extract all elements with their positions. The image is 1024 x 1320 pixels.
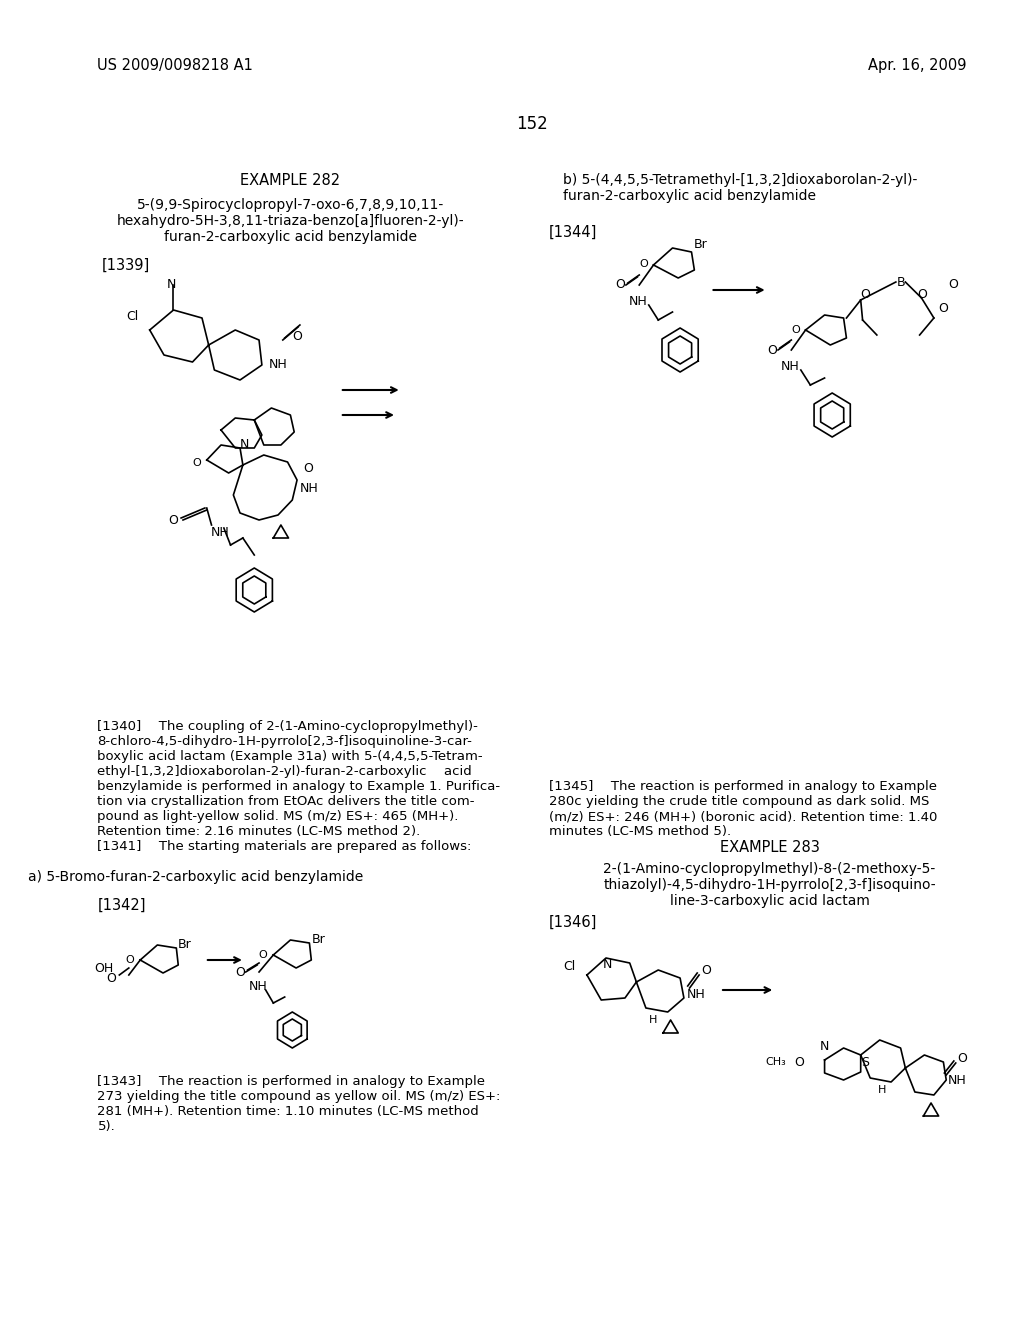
Text: O: O: [259, 950, 267, 960]
Text: N: N: [820, 1040, 829, 1053]
Text: O: O: [292, 330, 302, 343]
Text: Br: Br: [693, 238, 708, 251]
Text: Br: Br: [311, 933, 325, 946]
Text: O: O: [106, 972, 117, 985]
Text: O: O: [304, 462, 313, 475]
Text: O: O: [193, 458, 201, 469]
Text: a) 5-Bromo-furan-2-carboxylic acid benzylamide: a) 5-Bromo-furan-2-carboxylic acid benzy…: [28, 870, 362, 884]
Text: O: O: [939, 301, 948, 314]
Text: benzylamide is performed in analogy to Example 1. Purifica-: benzylamide is performed in analogy to E…: [97, 780, 501, 793]
Text: B: B: [896, 276, 905, 289]
Text: US 2009/0098218 A1: US 2009/0098218 A1: [97, 58, 253, 73]
Text: N: N: [603, 958, 612, 972]
Text: ethyl-[1,3,2]dioxaborolan-2-yl)-furan-2-carboxylic  acid: ethyl-[1,3,2]dioxaborolan-2-yl)-furan-2-…: [97, 766, 472, 777]
Text: O: O: [126, 954, 134, 965]
Text: NH: NH: [249, 979, 267, 993]
Text: Apr. 16, 2009: Apr. 16, 2009: [867, 58, 967, 73]
Text: NH: NH: [268, 358, 288, 371]
Text: [1345]  The reaction is performed in analogy to Example: [1345] The reaction is performed in anal…: [549, 780, 937, 793]
Text: Retention time: 2.16 minutes (LC-MS method 2).: Retention time: 2.16 minutes (LC-MS meth…: [97, 825, 421, 838]
Text: O: O: [948, 279, 958, 292]
Text: H: H: [649, 1015, 657, 1026]
Text: EXAMPLE 283: EXAMPLE 283: [720, 840, 819, 855]
Text: O: O: [957, 1052, 968, 1064]
Text: tion via crystallization from EtOAc delivers the title com-: tion via crystallization from EtOAc deli…: [97, 795, 475, 808]
Text: 8-chloro-4,5-dihydro-1H-pyrrolo[2,3-f]isoquinoline-3-car-: 8-chloro-4,5-dihydro-1H-pyrrolo[2,3-f]is…: [97, 735, 472, 748]
Text: O: O: [639, 259, 648, 269]
Text: (m/z) ES+: 246 (MH+) (boronic acid). Retention time: 1.40: (m/z) ES+: 246 (MH+) (boronic acid). Ret…: [549, 810, 937, 822]
Text: O: O: [767, 343, 777, 356]
Text: O: O: [168, 513, 178, 527]
Text: Br: Br: [178, 939, 191, 950]
Text: 5).: 5).: [97, 1119, 116, 1133]
Text: O: O: [861, 289, 870, 301]
Text: 281 (MH+). Retention time: 1.10 minutes (LC-MS method: 281 (MH+). Retention time: 1.10 minutes …: [97, 1105, 479, 1118]
Text: N: N: [240, 438, 250, 451]
Text: Cl: Cl: [126, 310, 138, 323]
Text: O: O: [701, 964, 711, 977]
Text: [1340]  The coupling of 2-(1-Amino-cyclopropylmethyl)-: [1340] The coupling of 2-(1-Amino-cyclop…: [97, 719, 478, 733]
Text: NH: NH: [948, 1073, 967, 1086]
Text: [1344]: [1344]: [549, 224, 597, 240]
Text: [1339]: [1339]: [102, 257, 151, 273]
Text: pound as light-yellow solid. MS (m/z) ES+: 465 (MH+).: pound as light-yellow solid. MS (m/z) ES…: [97, 810, 459, 822]
Text: [1343]  The reaction is performed in analogy to Example: [1343] The reaction is performed in anal…: [97, 1074, 485, 1088]
Text: 273 yielding the title compound as yellow oil. MS (m/z) ES+:: 273 yielding the title compound as yello…: [97, 1090, 501, 1104]
Text: NH: NH: [211, 525, 229, 539]
Text: OH: OH: [94, 961, 114, 974]
Text: b) 5-(4,4,5,5-Tetramethyl-[1,3,2]dioxaborolan-2-yl)-
furan-2-carboxylic acid ben: b) 5-(4,4,5,5-Tetramethyl-[1,3,2]dioxabo…: [563, 173, 918, 203]
Text: minutes (LC-MS method 5).: minutes (LC-MS method 5).: [549, 825, 731, 838]
Text: N: N: [167, 279, 176, 290]
Text: NH: NH: [300, 482, 318, 495]
Text: S: S: [861, 1056, 868, 1068]
Text: O: O: [792, 325, 800, 335]
Text: H: H: [878, 1085, 886, 1096]
Text: NH: NH: [687, 989, 706, 1002]
Text: NH: NH: [781, 360, 800, 374]
Text: 2-(1-Amino-cyclopropylmethyl)-8-(2-methoxy-5-
thiazolyl)-4,5-dihydro-1H-pyrrolo[: 2-(1-Amino-cyclopropylmethyl)-8-(2-metho…: [603, 862, 936, 908]
Text: 152: 152: [516, 115, 548, 133]
Text: O: O: [794, 1056, 804, 1068]
Text: CH₃: CH₃: [766, 1057, 786, 1067]
Text: O: O: [234, 965, 245, 978]
Text: O: O: [615, 279, 625, 292]
Text: 5-(9,9-Spirocyclopropyl-7-oxo-6,7,8,9,10,11-
hexahydro-5H-3,8,11-triaza-benzo[a]: 5-(9,9-Spirocyclopropyl-7-oxo-6,7,8,9,10…: [117, 198, 464, 244]
Text: Cl: Cl: [563, 960, 575, 973]
Text: EXAMPLE 282: EXAMPLE 282: [241, 173, 340, 187]
Text: [1346]: [1346]: [549, 915, 597, 931]
Text: [1341]  The starting materials are prepared as follows:: [1341] The starting materials are prepar…: [97, 840, 472, 853]
Text: boxylic acid lactam (Example 31a) with 5-(4,4,5,5-Tetram-: boxylic acid lactam (Example 31a) with 5…: [97, 750, 483, 763]
Text: 280c yielding the crude title compound as dark solid. MS: 280c yielding the crude title compound a…: [549, 795, 930, 808]
Text: NH: NH: [629, 294, 647, 308]
Text: [1342]: [1342]: [97, 898, 146, 913]
Text: O: O: [918, 289, 928, 301]
